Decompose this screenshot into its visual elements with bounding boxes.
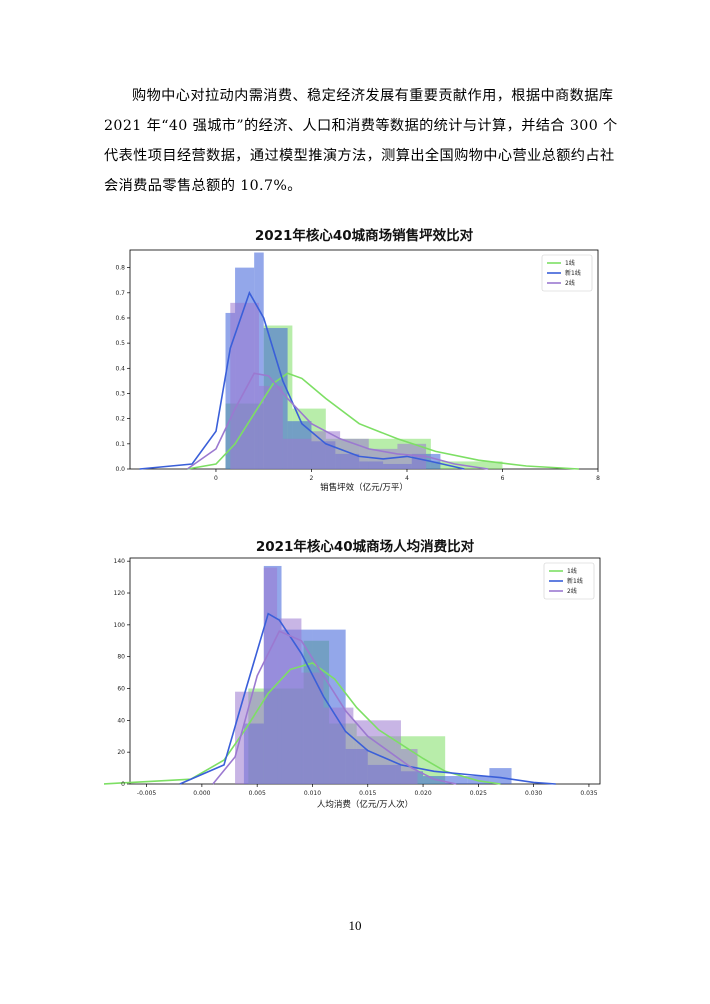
- x-tick-label: 0.025: [470, 790, 487, 797]
- legend-label: 新1线: [565, 269, 581, 277]
- x-tick-label: 2: [310, 475, 314, 482]
- paragraph-line-3: 代表性项目经营数据，通过模型推演方法，测算出全国购物中心营业总额约占社: [104, 148, 615, 164]
- x-tick-label: 0.030: [525, 790, 542, 797]
- histogram-bar: [258, 385, 283, 469]
- legend-box: [541, 254, 593, 292]
- chart-sales-per-area-svg: 2021年核心40城商场销售坪效比对 0 2 4 6 8 0.0 0.1 0.2 0.3 0.4 0.…: [115, 227, 600, 493]
- x-axis-label: 人均消费（亿元/万人次）: [317, 799, 413, 810]
- y-tick-label: 120: [114, 590, 126, 597]
- x-tick-label: 0.020: [414, 790, 431, 797]
- x-axis-label: 销售坪效（亿元/万平）: [320, 482, 408, 493]
- legend-label: 新1线: [567, 577, 583, 585]
- histogram-bar: [225, 312, 236, 469]
- chart-sales-per-area: 2021年核心40城商场销售坪效比对 0 2 4 6 8 0.0 0.1 0.2 0.3 0.4 0.…: [104, 222, 609, 497]
- y-tick-label: 0: [121, 781, 125, 788]
- histogram-bar: [423, 776, 468, 784]
- y-tick-label: 80: [117, 654, 125, 661]
- x-tick-label: 0.005: [249, 790, 266, 797]
- legend-label: 2线: [565, 279, 575, 287]
- x-tick-label: 0.000: [193, 790, 210, 797]
- kde-line: [186, 372, 489, 470]
- paragraph-line-2: 2021 年“40 强城市”的经济、人口和消费等数据的统计与计算，并结合 300…: [104, 118, 618, 134]
- y-tick-label: 0.6: [115, 315, 125, 322]
- x-tick-label: 0.015: [359, 790, 376, 797]
- kde-line: [212, 630, 457, 785]
- chart-spend-per-visitor: 2021年核心40城商场人均消费比对 -0.005 0.000 0.005 0.010 0…: [102, 534, 609, 814]
- y-tick-label: 0.8: [115, 265, 125, 272]
- chart-title: 2021年核心40城商场销售坪效比对: [255, 227, 474, 244]
- x-tick-label: 0.010: [304, 790, 321, 797]
- y-tick-label: 140: [114, 558, 126, 565]
- plot-area: [129, 249, 599, 470]
- legend-label: 2线: [567, 587, 577, 595]
- histogram-bar: [277, 618, 302, 784]
- legend-label: 1线: [567, 567, 577, 575]
- histogram-bar: [489, 768, 512, 784]
- x-tick-label: -0.005: [137, 790, 157, 797]
- kde-line: [139, 290, 465, 470]
- chart-spend-per-visitor-svg: 2021年核心40城商场人均消费比对 -0.005 0.000 0.005 0.010 0…: [102, 538, 601, 810]
- y-tick-label: 0.7: [115, 290, 125, 297]
- legend-box: [543, 562, 595, 600]
- y-tick-label: 0.5: [115, 340, 125, 347]
- kde-line: [187, 372, 579, 470]
- y-tick-label: 0.1: [115, 441, 125, 448]
- x-tick-label: 8: [596, 475, 600, 482]
- paragraph-line-1: 购物中心对拉动内需消费、稳定经济发展有重要贡献作用，根据中商数据库: [132, 88, 614, 104]
- histogram-bar: [311, 431, 341, 469]
- chart-title: 2021年核心40城商场人均消费比对: [256, 538, 475, 555]
- x-tick-label: 6: [501, 475, 505, 482]
- histogram-bar: [353, 720, 401, 784]
- histogram-bar: [230, 302, 259, 469]
- y-tick-label: 20: [117, 749, 125, 756]
- paragraph-line-4: 会消费品零售总额的 10.7%。: [104, 178, 302, 194]
- kde-line: [179, 612, 556, 785]
- y-tick-label: 60: [117, 686, 125, 693]
- kde-line: [102, 662, 501, 785]
- histogram-bar: [282, 438, 312, 469]
- y-tick-label: 0.3: [115, 390, 125, 397]
- y-tick-label: 0.4: [115, 365, 125, 372]
- x-tick-label: 4: [405, 475, 409, 482]
- y-tick-label: 40: [117, 717, 125, 724]
- y-tick-label: 0.2: [115, 416, 125, 423]
- x-tick-label: 0.035: [580, 790, 597, 797]
- y-tick-label: 100: [114, 622, 126, 629]
- y-tick-label: 0.0: [115, 466, 125, 473]
- intro-paragraph: 购物中心对拉动内需消费、稳定经济发展有重要贡献作用，根据中商数据库 2021 年…: [104, 81, 618, 201]
- histogram-bar: [301, 672, 324, 784]
- legend-label: 1线: [565, 259, 575, 267]
- x-tick-label: 0: [214, 475, 218, 482]
- histogram-bar: [263, 567, 278, 784]
- page-number: 10: [348, 918, 362, 933]
